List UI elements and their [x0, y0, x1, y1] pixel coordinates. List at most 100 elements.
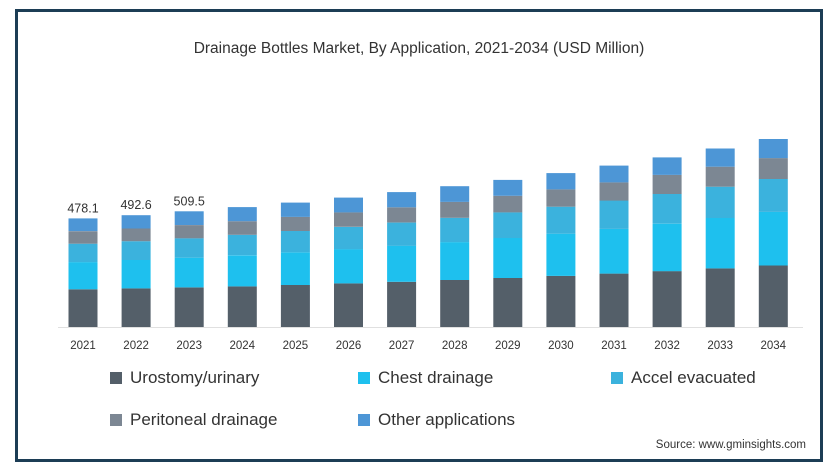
- bar-segment-2028-other-applications: [440, 186, 470, 202]
- bar-segment-2029-urostomy-urinary: [493, 278, 523, 327]
- bar-segment-2022-peritoneal-drainage: [121, 228, 151, 242]
- bar-segment-2023-other-applications: [174, 211, 204, 225]
- bar-segment-2028-accel-evacuated: [440, 217, 470, 243]
- bar-segment-2023-chest-drainage: [174, 257, 204, 288]
- data-label-2023: 509.5: [174, 194, 205, 208]
- bar-segment-2034-urostomy-urinary: [758, 265, 788, 327]
- bar-segment-2030-peritoneal-drainage: [546, 189, 576, 207]
- bar-segment-2025-other-applications: [280, 202, 310, 217]
- x-tick-label-2027: 2027: [389, 340, 415, 352]
- legend-swatch-other-applications: [358, 414, 370, 426]
- bar-segment-2029-peritoneal-drainage: [493, 195, 523, 213]
- data-label-2021: 478.1: [67, 201, 98, 215]
- legend-item-other-applications: Other applications: [358, 410, 515, 430]
- legend-swatch-accel-evacuated: [611, 372, 623, 384]
- bar-segment-2030-chest-drainage: [546, 233, 576, 276]
- x-tick-label-2024: 2024: [230, 340, 256, 352]
- bar-segment-2031-other-applications: [599, 165, 629, 183]
- chart-plot: 2021 478.1 2022 492.6 2023 509.5 2024 2025 2026 2…: [58, 139, 803, 352]
- bar-segment-2031-urostomy-urinary: [599, 273, 629, 327]
- bar-segment-2032-other-applications: [652, 157, 682, 175]
- bar-segment-2026-peritoneal-drainage: [334, 212, 363, 227]
- bar-segment-2021-peritoneal-drainage: [68, 231, 98, 244]
- bar-segment-2022-urostomy-urinary: [121, 288, 151, 327]
- bar-segment-2028-urostomy-urinary: [440, 280, 470, 327]
- bar-segment-2034-chest-drainage: [758, 211, 788, 266]
- x-tick-label-2032: 2032: [654, 340, 680, 352]
- bar-segment-2032-chest-drainage: [652, 223, 682, 272]
- bar-segment-2025-accel-evacuated: [280, 231, 310, 253]
- legend-item-chest-drainage: Chest drainage: [358, 368, 493, 388]
- bar-segment-2026-urostomy-urinary: [334, 283, 363, 327]
- bar-segment-2025-urostomy-urinary: [280, 285, 310, 327]
- bar-segment-2026-accel-evacuated: [334, 226, 363, 250]
- bar-segment-2032-urostomy-urinary: [652, 271, 682, 327]
- bar-segment-2033-urostomy-urinary: [705, 268, 735, 327]
- source-note: Source: www.gminsights.com: [655, 439, 806, 451]
- legend-item-accel-evacuated: Accel evacuated: [611, 368, 756, 388]
- bar-segment-2023-accel-evacuated: [174, 238, 204, 258]
- bar-segment-2027-accel-evacuated: [387, 222, 417, 246]
- bar-segment-2032-accel-evacuated: [652, 193, 682, 224]
- bar-segment-2028-peritoneal-drainage: [440, 201, 470, 218]
- bar-segment-2027-urostomy-urinary: [387, 281, 417, 327]
- legend-swatch-chest-drainage: [358, 372, 370, 384]
- bar-segment-2023-peritoneal-drainage: [174, 225, 204, 239]
- bar-segment-2027-chest-drainage: [387, 245, 417, 282]
- legend-item-urostomy: Urostomy/urinary: [110, 368, 259, 388]
- legend-item-peritoneal-drainage: Peritoneal drainage: [110, 410, 277, 430]
- x-tick-label-2023: 2023: [176, 340, 202, 352]
- bar-segment-2021-chest-drainage: [68, 262, 98, 290]
- bar-segment-2022-accel-evacuated: [121, 241, 151, 260]
- bar-segment-2025-chest-drainage: [280, 252, 310, 285]
- bar-segment-2026-chest-drainage: [334, 249, 363, 284]
- bar-segment-2029-other-applications: [493, 179, 523, 196]
- x-tick-label-2025: 2025: [283, 340, 309, 352]
- bar-segment-2024-accel-evacuated: [227, 234, 257, 256]
- bar-segment-2023-urostomy-urinary: [174, 287, 204, 327]
- bar-segment-2033-chest-drainage: [705, 218, 735, 269]
- x-tick-label-2033: 2033: [707, 340, 733, 352]
- bar-segment-2029-accel-evacuated: [493, 212, 523, 238]
- legend-label-urostomy: Urostomy/urinary: [130, 368, 260, 387]
- legend-label-accel-evacuated: Accel evacuated: [631, 368, 756, 387]
- data-label-2022: 492.6: [120, 198, 151, 212]
- bar-segment-2027-peritoneal-drainage: [387, 207, 417, 223]
- legend-swatch-peritoneal-drainage: [110, 414, 122, 426]
- bar-segment-2033-other-applications: [705, 148, 735, 167]
- bar-segment-2028-chest-drainage: [440, 242, 470, 280]
- x-tick-label-2026: 2026: [336, 340, 362, 352]
- legend-swatch-urostomy: [110, 372, 122, 384]
- bar-segment-2027-other-applications: [387, 192, 417, 208]
- bar-segment-2024-peritoneal-drainage: [227, 221, 257, 235]
- bar-segment-2034-accel-evacuated: [758, 179, 788, 212]
- chart-frame: Drainage Bottles Market, By Application,…: [15, 9, 823, 462]
- bar-segment-2022-chest-drainage: [121, 260, 151, 289]
- bar-segment-2030-accel-evacuated: [546, 206, 576, 234]
- bar-segment-2024-other-applications: [227, 207, 257, 222]
- x-tick-label-2028: 2028: [442, 340, 468, 352]
- bar-segment-2021-accel-evacuated: [68, 243, 98, 263]
- x-tick-label-2030: 2030: [548, 340, 574, 352]
- chart-title: Drainage Bottles Market, By Application,…: [193, 40, 645, 57]
- bar-segment-2025-peritoneal-drainage: [280, 216, 310, 231]
- x-tick-label-2029: 2029: [495, 340, 521, 352]
- bar-segment-2024-chest-drainage: [227, 255, 257, 287]
- x-tick-label-2034: 2034: [761, 340, 787, 352]
- bar-segment-2032-peritoneal-drainage: [652, 174, 682, 194]
- bar-segment-2026-other-applications: [334, 197, 363, 213]
- bar-segment-2021-other-applications: [68, 218, 98, 232]
- x-tick-label-2031: 2031: [601, 340, 627, 352]
- legend-label-peritoneal-drainage: Peritoneal drainage: [130, 410, 278, 429]
- bar-segment-2024-urostomy-urinary: [227, 286, 257, 327]
- bar-segment-2031-peritoneal-drainage: [599, 182, 629, 201]
- bar-segment-2034-peritoneal-drainage: [758, 158, 788, 179]
- bar-segment-2029-chest-drainage: [493, 238, 523, 278]
- bar-segment-2034-other-applications: [758, 139, 788, 159]
- bar-segment-2030-urostomy-urinary: [546, 275, 576, 327]
- bar-segment-2031-chest-drainage: [599, 228, 629, 274]
- bar-segment-2031-accel-evacuated: [599, 200, 629, 229]
- bar-segment-2030-other-applications: [546, 173, 576, 190]
- bar-segment-2033-accel-evacuated: [705, 186, 735, 218]
- x-tick-label-2021: 2021: [70, 340, 96, 352]
